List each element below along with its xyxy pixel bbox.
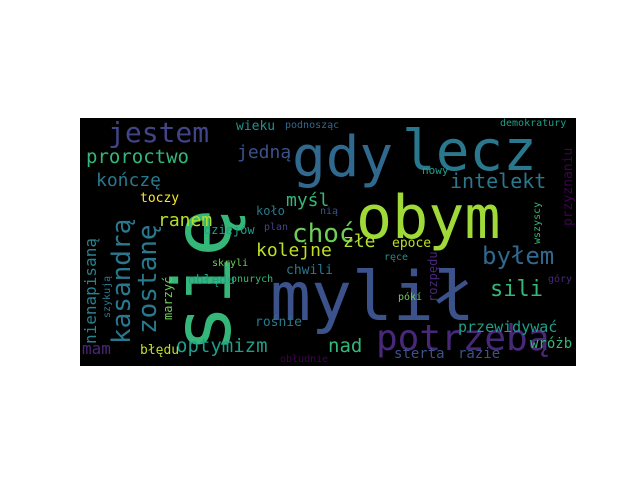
word-kasandra: kasandrą: [107, 219, 137, 344]
word-epoce: epoce: [392, 236, 431, 251]
word-bylem: byłem: [482, 242, 554, 270]
word-rosnie: rośnie: [255, 315, 302, 330]
word-nowy: nowy: [422, 164, 449, 177]
word-kolejne: kolejne: [256, 240, 332, 261]
word-podnoszac: podnosząc: [285, 120, 339, 131]
word-lecz: lecz: [402, 119, 537, 184]
word-obludnie: obłudnie: [280, 354, 328, 365]
word-marzyc: marzyć: [161, 277, 175, 320]
word-mysl: myśl: [286, 190, 329, 211]
word-nad: nad: [328, 335, 362, 357]
word-potrzeba: potrzebą: [376, 318, 549, 359]
word-zostane: zostanę: [133, 224, 163, 334]
word-zle: złe: [343, 231, 376, 252]
word-nienapisana: nienapisaną: [81, 238, 100, 344]
word-razie: razie: [458, 346, 500, 362]
word-jedna: jedną: [237, 142, 291, 163]
word-gory: góry: [548, 273, 572, 285]
word-przewidywac: przewidywać: [458, 318, 557, 336]
word-przyznaniu: przyznaniu: [561, 148, 576, 226]
word-mylil: mylił: [270, 258, 475, 337]
word-rozpedu: rozpędu: [426, 251, 440, 302]
word-ranem: ranem: [158, 210, 212, 231]
word-wszyscy: wszyscy: [532, 202, 543, 244]
word-plan: plan: [264, 222, 288, 233]
word-ponurych: ponurych: [225, 274, 273, 285]
word-dziejow: dziejów: [204, 223, 255, 237]
word-rece: ręce: [384, 252, 408, 263]
word-demokratury: demokratury: [500, 118, 566, 129]
word-intelekt: intelekt: [450, 169, 546, 193]
word-choc: choć: [292, 219, 355, 249]
word-nia: nią: [320, 206, 338, 217]
word-obledu: obłędu: [188, 273, 235, 288]
word-sterta: sterta: [394, 346, 445, 362]
word-skryli: skryli: [212, 258, 248, 269]
word-wrozb: wróżb: [530, 336, 572, 352]
word-proroctwo: proroctwo: [86, 146, 189, 168]
word-bledu: błędu: [140, 343, 179, 358]
word-koncze: kończę: [96, 170, 161, 191]
word-toczy: toczy: [140, 191, 179, 206]
word-kolo: koło: [256, 204, 285, 218]
word-sie: się: [156, 209, 249, 354]
word-optymizm: optymizm: [176, 335, 268, 357]
word-poki: pókí: [398, 291, 422, 303]
word-chwili: chwili: [286, 263, 333, 278]
word-jestem: jestem: [108, 118, 209, 149]
word-cloud: się gdy lecz obym mylił potrzebą jestem …: [80, 118, 576, 366]
word-mam: mam: [82, 339, 111, 358]
word-wieku: wieku: [236, 119, 275, 134]
word-sili: sili: [490, 277, 543, 302]
word-szykuja: szykują: [102, 276, 113, 318]
word-gdy: gdy: [292, 125, 393, 190]
word-obym: obym: [356, 183, 501, 253]
